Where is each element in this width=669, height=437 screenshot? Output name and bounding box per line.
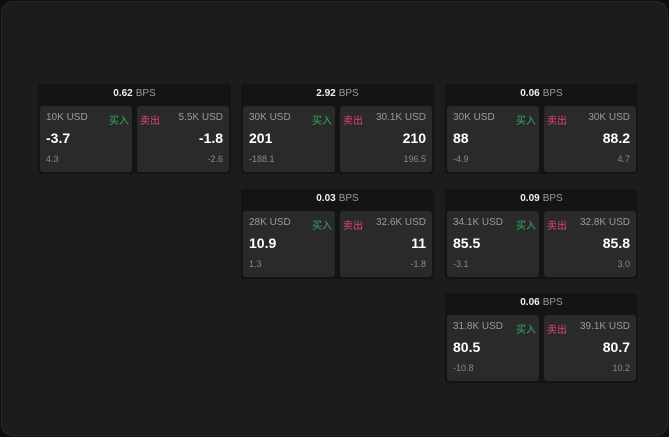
spread-value: 0.03: [316, 193, 336, 204]
sell-qty: 5.5K USD: [178, 112, 223, 123]
sell-change: 3.0: [617, 259, 630, 269]
sell-change: 10.2: [612, 363, 630, 373]
buy-change: 1.3: [249, 259, 262, 269]
sell-price: 11: [411, 235, 426, 251]
quote-card: 2.92 BPS 30K USD 买入 201 -188.1 30.1K USD …: [241, 84, 434, 174]
buy-price: 201: [249, 130, 273, 146]
buy-button[interactable]: 28K USD 买入 10.9 1.3: [243, 211, 335, 277]
buy-price: -3.7: [46, 130, 71, 146]
buy-price: 10.9: [249, 235, 277, 251]
buy-label: 买入: [109, 116, 129, 127]
sell-button[interactable]: 32.6K USD 卖出 11 -1.8: [340, 211, 432, 277]
buy-qty: 34.1K USD: [453, 217, 504, 228]
buy-change: -3.1: [453, 259, 469, 269]
sell-button[interactable]: 39.1K USD 卖出 80.7 10.2: [544, 315, 636, 381]
quote-card: 0.06 BPS 31.8K USD 买入 80.5 -10.8 39.1K US…: [445, 293, 638, 383]
buy-change: -10.8: [453, 363, 474, 373]
buy-button[interactable]: 30K USD 买入 201 -188.1: [243, 106, 335, 172]
buy-label: 买入: [516, 116, 536, 127]
buy-label: 买入: [516, 221, 536, 232]
quote-card: 0.03 BPS 28K USD 买入 10.9 1.3 32.6K USD 卖出…: [241, 189, 434, 279]
sell-change: -2.6: [207, 154, 223, 164]
sell-button[interactable]: 5.5K USD 卖出 -1.8 -2.6: [137, 106, 229, 172]
sell-label: 卖出: [343, 221, 363, 232]
buy-price: 80.5: [453, 339, 481, 355]
spread-unit: BPS: [338, 88, 359, 99]
buy-button[interactable]: 31.8K USD 买入 80.5 -10.8: [447, 315, 539, 381]
buy-price: 85.5: [453, 235, 481, 251]
sell-qty: 32.6K USD: [375, 217, 426, 228]
quote-card: 0.06 BPS 30K USD 买入 88 -4.9 30K USD 卖出 88…: [445, 84, 638, 174]
spread-header: 2.92 BPS: [241, 84, 434, 104]
sell-label: 卖出: [547, 221, 567, 232]
buy-qty: 31.8K USD: [453, 321, 504, 332]
spread-value: 0.62: [113, 88, 133, 99]
spread-unit: BPS: [542, 88, 563, 99]
spread-unit: BPS: [338, 193, 359, 204]
sell-qty: 32.8K USD: [579, 217, 630, 228]
buy-change: -4.9: [453, 154, 469, 164]
buy-label: 买入: [516, 325, 536, 336]
quote-card: 0.62 BPS 10K USD 买入 -3.7 4.3 5.5K USD 卖出 …: [38, 84, 231, 174]
sell-price: 88.2: [602, 130, 630, 146]
buy-qty: 10K USD: [46, 112, 88, 123]
buy-label: 买入: [312, 221, 332, 232]
spread-header: 0.06 BPS: [445, 84, 638, 104]
spread-value: 0.09: [520, 193, 540, 204]
buy-change: 4.3: [46, 154, 59, 164]
spread-value: 0.06: [520, 297, 540, 308]
sell-change: 196.5: [403, 154, 426, 164]
spread-unit: BPS: [542, 193, 563, 204]
sell-label: 卖出: [343, 116, 363, 127]
sell-label: 卖出: [547, 116, 567, 127]
buy-qty: 30K USD: [453, 112, 495, 123]
sell-label: 卖出: [140, 116, 160, 127]
spread-value: 0.06: [520, 88, 540, 99]
buy-price: 88: [453, 130, 469, 146]
buy-label: 买入: [312, 116, 332, 127]
buy-qty: 30K USD: [249, 112, 291, 123]
quote-card: 0.09 BPS 34.1K USD 买入 85.5 -3.1 32.8K USD…: [445, 189, 638, 279]
spread-header: 0.62 BPS: [38, 84, 231, 104]
sell-change: -1.8: [410, 259, 426, 269]
spread-header: 0.03 BPS: [241, 189, 434, 209]
spread-unit: BPS: [135, 88, 156, 99]
buy-button[interactable]: 30K USD 买入 88 -4.9: [447, 106, 539, 172]
sell-price: 80.7: [602, 339, 630, 355]
sell-change: 4.7: [617, 154, 630, 164]
sell-price: 85.8: [602, 235, 630, 251]
sell-qty: 30K USD: [588, 112, 630, 123]
sell-price: 210: [402, 130, 426, 146]
buy-qty: 28K USD: [249, 217, 291, 228]
sell-button[interactable]: 32.8K USD 卖出 85.8 3.0: [544, 211, 636, 277]
sell-label: 卖出: [547, 325, 567, 336]
sell-button[interactable]: 30.1K USD 卖出 210 196.5: [340, 106, 432, 172]
spread-header: 0.06 BPS: [445, 293, 638, 313]
sell-qty: 39.1K USD: [579, 321, 630, 332]
sell-price: -1.8: [198, 130, 223, 146]
spread-unit: BPS: [542, 297, 563, 308]
spread-value: 2.92: [316, 88, 336, 99]
buy-button[interactable]: 34.1K USD 买入 85.5 -3.1: [447, 211, 539, 277]
buy-change: -188.1: [249, 154, 275, 164]
buy-button[interactable]: 10K USD 买入 -3.7 4.3: [40, 106, 132, 172]
sell-qty: 30.1K USD: [375, 112, 426, 123]
spread-header: 0.09 BPS: [445, 189, 638, 209]
sell-button[interactable]: 30K USD 卖出 88.2 4.7: [544, 106, 636, 172]
